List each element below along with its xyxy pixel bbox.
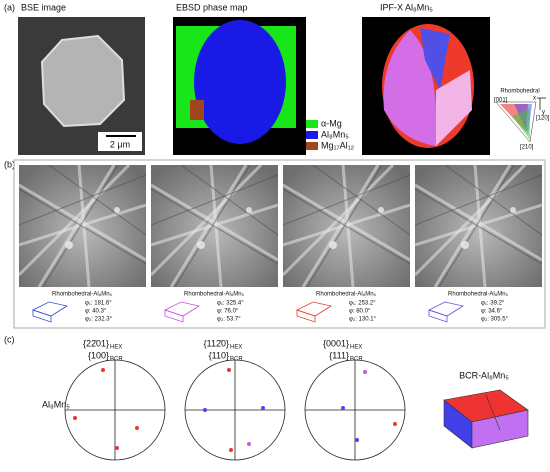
key-corner: [120] [536, 116, 550, 122]
particle [40, 34, 126, 128]
plane-sub: HEX [110, 345, 122, 351]
crystal-sketch [163, 301, 201, 317]
key-title: Rhombohedral [500, 89, 539, 95]
legend-label: Mg₁₇Al₁₂ [321, 140, 355, 150]
euler-angle: φ₂: 53.7° [217, 317, 241, 323]
pole [363, 370, 367, 374]
al8mn5-region [194, 20, 286, 144]
crystal-sketch [32, 309, 52, 323]
kikuchi-pattern [415, 165, 542, 287]
pole [203, 408, 207, 412]
phase-label: Rhombohedral-Al₈Mn₅ [52, 292, 113, 298]
legend-label: Al₈Mn₅ [321, 129, 349, 139]
euler-angle: φ: 76.0° [217, 309, 239, 315]
phase-label: Rhombohedral-Al₈Mn₅ [448, 292, 509, 298]
kikuchi-pattern [151, 165, 278, 287]
unit-cell [443, 389, 529, 449]
plane-hex: {112̄0} [204, 338, 229, 348]
grain [436, 70, 472, 146]
pole [73, 416, 77, 420]
grain [383, 30, 437, 146]
key-color [512, 108, 530, 140]
plane-hex: {22̄01} [83, 338, 109, 348]
legend-swatch [306, 142, 318, 150]
panel-label: (b) [4, 159, 15, 169]
crystal-sketch [428, 309, 448, 323]
euler-angle: φ: 34.6° [481, 309, 503, 315]
pole [261, 406, 265, 410]
key-corner: [001] [494, 98, 508, 104]
mg17al12-region [190, 100, 204, 120]
plane-bcr: {111} [329, 350, 349, 360]
key-corner: [210] [520, 145, 534, 151]
panel-label: (c) [4, 334, 15, 344]
unit-cell-label: BCR-Al₈Mn₅ [459, 370, 509, 380]
euler-angle: φ₁: 39.2° [481, 301, 505, 307]
legend-swatch [306, 120, 318, 128]
euler-angle: φ₁: 181.6° [85, 301, 112, 307]
pole-figure [304, 359, 406, 461]
plane-sub: BCR [230, 357, 243, 363]
pole-figure [184, 359, 286, 461]
panel-frame [13, 159, 546, 329]
phase-label: Rhombohedral-Al₈Mn₅ [184, 292, 245, 298]
plane-bcr: {110} [209, 350, 229, 360]
axis-label: y [542, 110, 545, 116]
pole-figure [64, 359, 166, 461]
plane-bcr: {100} [88, 350, 109, 360]
crystal-sketch [31, 301, 69, 317]
row-label: Al₈Mn₅ [42, 399, 70, 409]
kikuchi-pattern [283, 165, 410, 287]
pole [115, 446, 119, 450]
euler-angle: φ₂: 130.1° [349, 317, 377, 323]
pole [135, 426, 139, 430]
euler-angle: φ: 80.0° [349, 309, 371, 315]
legend-swatch [306, 131, 318, 139]
axis-label: x [533, 96, 536, 102]
crystal-sketch [295, 301, 333, 317]
euler-angle: φ₁: 325.4° [217, 301, 244, 307]
image-title: EBSD phase map [176, 2, 248, 12]
crystal-sketch [164, 309, 184, 323]
pole [341, 406, 345, 410]
legend-label: α-Mg [321, 118, 342, 128]
euler-angle: φ₁: 253.2° [349, 301, 376, 307]
pole [355, 438, 359, 442]
pole [227, 368, 231, 372]
euler-angle: φ₂: 305.5° [481, 317, 509, 323]
panel-label: (a) [4, 2, 15, 12]
euler-angle: φ: 40.3° [85, 309, 107, 315]
crystal-sketch [296, 309, 316, 323]
plane-hex: {0001} [323, 338, 349, 348]
plane-sub: HEX [350, 345, 362, 351]
plane-sub: HEX [230, 345, 242, 351]
grain [420, 28, 450, 90]
euler-angle: φ₂: 232.3° [85, 317, 113, 323]
kikuchi-pattern [19, 165, 146, 287]
image-title: IPF-X Al₈Mn₅ [380, 2, 433, 12]
pole [229, 448, 233, 452]
pole [393, 422, 397, 426]
pole [101, 368, 105, 372]
plane-sub: BCR [110, 357, 123, 363]
crystal-sketch [427, 301, 465, 317]
plane-sub: BCR [350, 357, 363, 363]
image-title: BSE image [21, 2, 66, 12]
pole [247, 442, 251, 446]
scale-label: 2 μm [110, 139, 130, 149]
phase-label: Rhombohedral-Al₈Mn₅ [316, 292, 377, 298]
